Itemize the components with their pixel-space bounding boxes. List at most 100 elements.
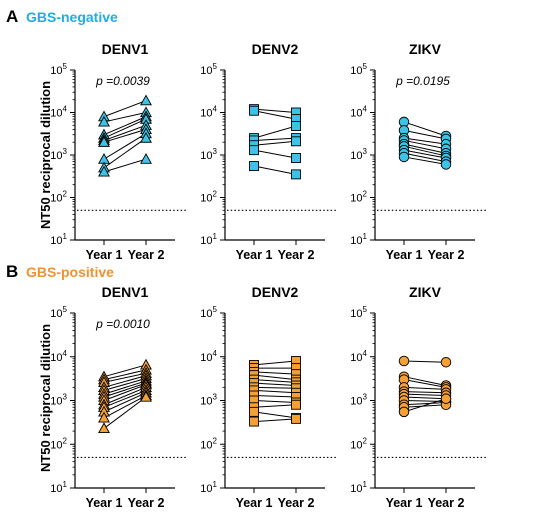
panel-title: DENV2: [252, 284, 299, 300]
y-tick-label: 102: [350, 436, 367, 451]
pair-line: [103, 116, 147, 136]
y-tick-label: 101: [350, 480, 367, 495]
x-tick-label: Year 1: [386, 496, 423, 510]
panel-gbs-negative-zikv: ZIKV 101 102 103 104 105 Year 1 Year 2 p =0.0195: [350, 41, 487, 262]
pair-line: [103, 372, 147, 383]
data-point: [140, 152, 152, 164]
pair-line: [103, 396, 147, 429]
y-axis-label: NT50 reciprocal dilution: [38, 81, 53, 229]
p-value-annotation: p =0.0195: [395, 74, 450, 88]
x-tick-label: Year 2: [128, 496, 165, 510]
pair-line: [253, 108, 297, 113]
data-point: [98, 422, 110, 434]
pair-line: [253, 400, 297, 404]
y-tick-label: 103: [350, 147, 367, 162]
x-tick-label: Year 2: [428, 496, 465, 510]
pair-line: [103, 137, 147, 169]
y-tick-label: 105: [50, 62, 67, 77]
pair-line: [253, 149, 297, 159]
pair-line: [403, 376, 447, 387]
pair-line: [403, 404, 447, 408]
x-tick-label: Year 1: [386, 248, 423, 262]
pair-line: [103, 124, 147, 141]
y-tick-label: 104: [350, 105, 367, 120]
y-tick-label: 105: [200, 305, 217, 320]
data-point: [291, 136, 301, 147]
pair-line: [103, 395, 147, 419]
y-tick-label: 102: [200, 190, 217, 205]
panel-label-B: B: [6, 262, 18, 281]
y-tick-label: 102: [50, 436, 67, 451]
y-tick-label: 105: [350, 305, 367, 320]
data-point: [249, 416, 259, 427]
panel-title: DENV1: [102, 284, 149, 300]
y-tick-label: 105: [200, 62, 217, 77]
y-tick-label: 105: [350, 62, 367, 77]
pair-line: [403, 386, 447, 390]
y-tick-label: 101: [200, 480, 217, 495]
pair-line: [403, 402, 447, 406]
pair-line: [103, 382, 147, 398]
pair-line: [253, 395, 297, 398]
data-point: [398, 406, 410, 418]
data-point: [398, 355, 410, 367]
x-tick-label: Year 1: [86, 496, 123, 510]
pair-line: [403, 143, 447, 154]
x-tick-label: Year 1: [236, 496, 273, 510]
y-tick-label: 102: [350, 190, 367, 205]
data-point: [440, 393, 452, 404]
data-point: [440, 356, 452, 368]
pair-line: [103, 389, 147, 408]
pair-line: [103, 112, 147, 123]
panel-gbs-negative-denv1: DENV1 101 102 103 104 105 Year 1 Year 2 p =0.003…: [50, 41, 187, 262]
panel-gbs-negative-denv2: DENV2 101 102 103 104 105 Year 1 Year 2: [200, 41, 337, 262]
y-tick-label: 105: [50, 305, 67, 320]
p-value-annotation: p =0.0010: [95, 317, 150, 331]
pair-line: [253, 411, 297, 419]
panel-title: ZIKV: [409, 41, 442, 57]
row-title: GBS-positive: [26, 264, 114, 280]
pair-line: [103, 364, 147, 378]
data-point: [291, 413, 301, 424]
pair-line: [253, 110, 297, 120]
y-tick-label: 104: [50, 105, 67, 120]
data-point: [140, 131, 152, 143]
pair-line: [253, 374, 297, 381]
pair-line: [403, 129, 447, 140]
pair-line: [103, 375, 147, 388]
row-title: GBS-negative: [26, 9, 118, 25]
pair-line: [103, 369, 147, 381]
data-point: [291, 399, 301, 410]
pair-line: [253, 379, 297, 383]
pair-line: [253, 386, 297, 389]
pair-line: [253, 418, 297, 423]
pair-line: [253, 404, 297, 408]
panel-label-A: A: [6, 7, 18, 26]
x-tick-label: Year 1: [236, 248, 273, 262]
data-point: [291, 153, 301, 163]
pair-line: [103, 158, 147, 173]
y-tick-label: 104: [350, 349, 367, 364]
pair-line: [103, 384, 147, 401]
y-tick-label: 104: [200, 105, 217, 120]
y-tick-label: 101: [50, 232, 67, 247]
y-tick-label: 102: [50, 190, 67, 205]
pair-line: [103, 380, 147, 395]
pair-line: [403, 139, 447, 150]
pair-line: [253, 140, 297, 146]
y-tick-label: 103: [50, 147, 67, 162]
panel-gbs-positive-zikv: ZIKV 101 102 103 104 105 Year 1 Year 2: [350, 284, 487, 510]
pair-line: [103, 133, 147, 160]
y-tick-label: 101: [50, 480, 67, 495]
y-tick-label: 102: [200, 436, 217, 451]
pair-line: [103, 118, 147, 139]
data-point: [291, 121, 301, 131]
y-tick-label: 103: [200, 147, 217, 162]
data-point: [98, 115, 110, 127]
y-tick-label: 104: [200, 349, 217, 364]
pair-line: [403, 396, 447, 400]
pair-line: [403, 152, 447, 163]
data-point: [249, 406, 259, 417]
y-tick-label: 103: [50, 393, 67, 408]
pair-line: [253, 125, 297, 139]
